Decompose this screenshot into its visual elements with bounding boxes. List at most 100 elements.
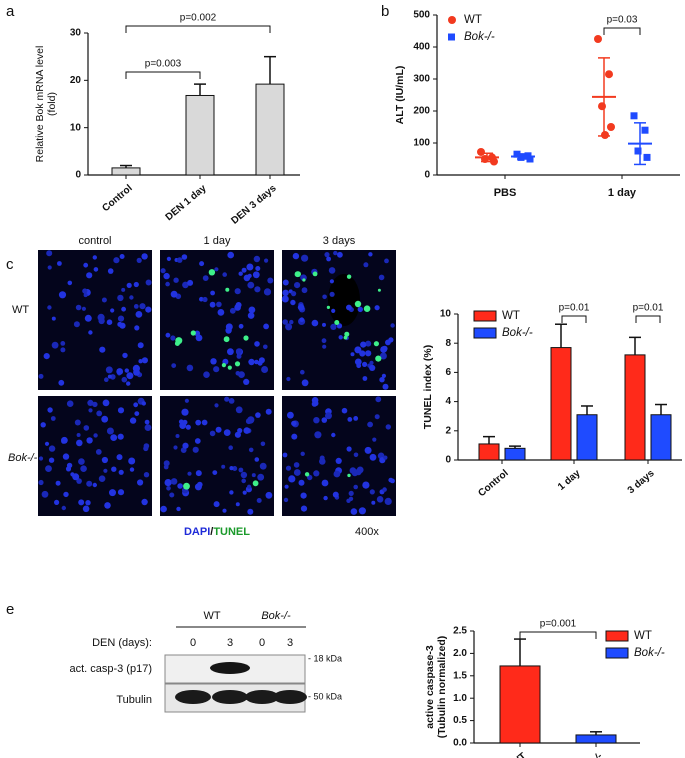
nucleus xyxy=(265,491,273,499)
nucleus xyxy=(260,441,266,447)
nucleus xyxy=(348,496,354,501)
nucleus xyxy=(129,295,134,300)
point xyxy=(594,35,602,43)
nucleus xyxy=(102,399,110,407)
legend-label: WT xyxy=(634,630,652,642)
y-tick-label: 8 xyxy=(445,338,451,349)
nucleus xyxy=(110,308,115,313)
micrograph-bg xyxy=(38,250,152,390)
nucleus xyxy=(341,407,348,414)
y-tick-label: 10 xyxy=(70,122,82,133)
y-tick-label: 200 xyxy=(413,106,430,117)
y-axis-label: active caspase-3 xyxy=(424,645,436,729)
micrograph xyxy=(282,396,396,516)
blot-row-label: Tubulin xyxy=(116,694,152,706)
nucleus xyxy=(165,281,170,287)
tunel-spot xyxy=(190,330,196,336)
nucleus xyxy=(301,254,309,262)
nucleus xyxy=(363,262,369,268)
bar xyxy=(111,167,141,176)
nucleus xyxy=(358,507,366,515)
tunel-spot xyxy=(302,278,306,282)
nucleus xyxy=(144,424,152,431)
tunel-spot xyxy=(304,472,310,477)
bracket xyxy=(519,631,597,639)
y-tick-label: 0.5 xyxy=(453,715,467,726)
nucleus xyxy=(203,371,210,379)
legend-label: Bok-/- xyxy=(502,327,533,339)
bracket xyxy=(561,315,587,323)
nucleus xyxy=(381,373,386,378)
nucleus xyxy=(118,469,124,475)
nucleus xyxy=(286,376,291,382)
nucleus xyxy=(50,416,56,421)
nucleus xyxy=(181,408,189,416)
nucleus xyxy=(136,257,142,263)
micrograph xyxy=(160,396,274,516)
nucleus xyxy=(93,267,99,272)
blot-band xyxy=(210,662,250,674)
nucleus xyxy=(76,439,83,447)
nucleus xyxy=(210,290,216,296)
legend-label: WT xyxy=(502,310,520,322)
nucleus xyxy=(331,432,336,438)
legend-marker xyxy=(448,16,456,24)
micrograph-bg xyxy=(38,396,152,516)
nucleus xyxy=(242,490,247,495)
nucleus xyxy=(333,470,341,478)
tunel-spot xyxy=(347,473,351,478)
nucleus xyxy=(235,302,242,308)
nucleus xyxy=(165,332,171,338)
lane-label: 3 xyxy=(227,637,233,649)
nucleus xyxy=(57,261,62,266)
nucleus xyxy=(247,312,255,319)
tunel-spot xyxy=(208,269,216,276)
nucleus xyxy=(369,453,377,461)
nucleus xyxy=(299,317,305,323)
nucleus xyxy=(243,274,251,282)
p-value: p=0.03 xyxy=(607,15,638,26)
nucleus xyxy=(252,271,260,279)
nucleus xyxy=(194,438,201,444)
nucleus xyxy=(139,303,146,310)
tunel-spot xyxy=(221,363,226,368)
nucleus xyxy=(117,315,125,322)
tunel-spot xyxy=(344,331,350,337)
nucleus xyxy=(290,299,296,306)
y-tick-label: 500 xyxy=(413,10,430,21)
nucleus xyxy=(92,255,98,260)
nucleus xyxy=(263,288,272,296)
nucleus xyxy=(261,366,269,373)
nucleus xyxy=(46,250,53,257)
nucleus xyxy=(222,272,227,277)
p-value: p=0.001 xyxy=(540,619,577,630)
x-tick-label: WT xyxy=(510,751,529,758)
x-tick-label: DEN 1 day xyxy=(164,183,209,224)
nucleus xyxy=(132,364,140,372)
nucleus xyxy=(263,344,268,350)
nucleus xyxy=(350,508,358,515)
nucleus xyxy=(170,478,178,485)
nucleus xyxy=(129,417,137,424)
nucleus xyxy=(51,341,59,349)
nucleus xyxy=(375,396,382,403)
nucleus xyxy=(75,304,82,311)
nucleus xyxy=(248,447,254,453)
nucleus xyxy=(93,433,98,438)
nucleus xyxy=(176,506,181,512)
nucleus xyxy=(194,483,202,491)
nucleus xyxy=(160,505,167,513)
nucleus xyxy=(228,445,233,451)
nucleus xyxy=(137,479,144,486)
nucleus xyxy=(321,338,327,344)
nucleus xyxy=(324,252,330,258)
nucleus xyxy=(241,267,247,273)
nucleus xyxy=(224,396,230,402)
nucleus xyxy=(267,277,274,284)
y-tick-label: 1.5 xyxy=(453,670,467,681)
nucleus xyxy=(141,357,148,364)
nucleus xyxy=(234,431,241,438)
nucleus xyxy=(213,366,220,373)
nucleus xyxy=(215,426,222,433)
